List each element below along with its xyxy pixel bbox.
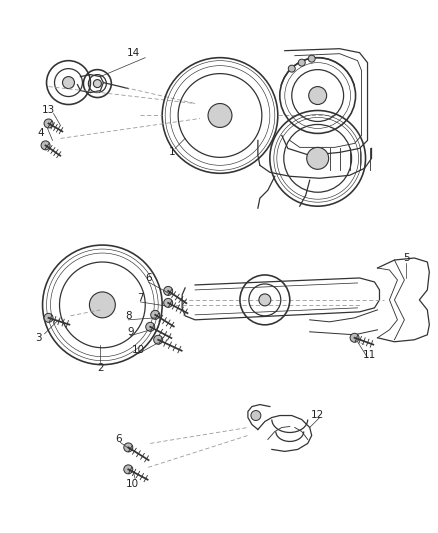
- Text: 7: 7: [137, 293, 144, 303]
- Circle shape: [151, 310, 160, 319]
- Circle shape: [154, 335, 162, 344]
- Circle shape: [251, 410, 261, 421]
- Text: 9: 9: [127, 327, 134, 337]
- Circle shape: [124, 465, 133, 474]
- Circle shape: [44, 313, 53, 322]
- Circle shape: [63, 77, 74, 88]
- Circle shape: [41, 141, 50, 150]
- Text: 5: 5: [403, 253, 410, 263]
- Text: 14: 14: [127, 47, 140, 58]
- Circle shape: [298, 59, 305, 66]
- Circle shape: [350, 333, 359, 342]
- Text: 10: 10: [132, 345, 145, 355]
- Circle shape: [308, 55, 315, 62]
- Circle shape: [44, 119, 53, 128]
- Circle shape: [208, 103, 232, 127]
- Text: 4: 4: [37, 128, 44, 139]
- Text: 13: 13: [42, 106, 55, 116]
- Text: 2: 2: [97, 362, 104, 373]
- Text: 11: 11: [363, 350, 376, 360]
- Circle shape: [259, 294, 271, 306]
- Circle shape: [307, 148, 328, 169]
- Circle shape: [309, 86, 327, 104]
- Circle shape: [288, 65, 295, 72]
- Text: 6: 6: [145, 273, 152, 283]
- Text: 10: 10: [126, 479, 139, 489]
- Text: 8: 8: [125, 311, 131, 321]
- Text: 3: 3: [35, 333, 42, 343]
- Circle shape: [164, 286, 173, 295]
- Circle shape: [164, 298, 173, 308]
- Text: 6: 6: [115, 434, 122, 445]
- Text: 12: 12: [311, 409, 324, 419]
- Circle shape: [146, 322, 155, 332]
- Circle shape: [124, 443, 133, 452]
- Circle shape: [93, 79, 101, 87]
- Circle shape: [89, 292, 115, 318]
- Text: 1: 1: [169, 147, 176, 157]
